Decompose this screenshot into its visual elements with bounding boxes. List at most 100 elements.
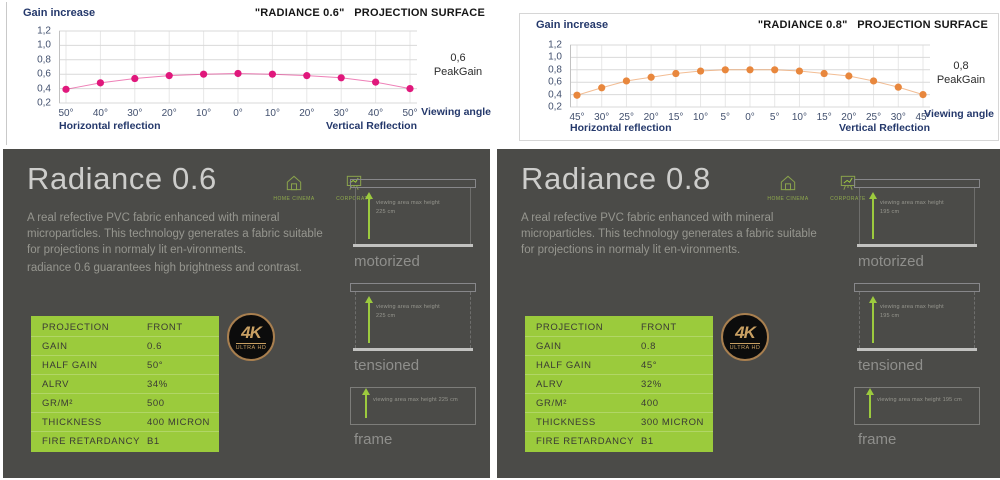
weight-bar [857,244,977,247]
spec-row: GR/M² 500 [31,393,219,412]
spec-value: 0.8 [641,341,657,352]
spec-key: ALRV [42,379,70,390]
screen-casing [350,179,476,188]
diagram-label: tensioned [858,357,924,374]
data-point [234,69,242,78]
screen-body: viewing area max height 195 cm [859,188,975,244]
spec-key: FIRE RETARDANCY [536,436,635,447]
4k-ultra-hd-badge: 4K ULTRA HD [721,313,769,361]
y-tick-label: 0,6 [548,76,562,88]
spec-value: 50° [147,360,164,371]
chart-title: "RADIANCE 0.8" PROJECTION SURFACE [757,19,988,31]
y-tick-label: 0,2 [37,97,51,109]
screen-casing [854,283,980,292]
max-height-note: viewing area max height 195 cm [880,304,944,319]
home-cinema-badge: HOME CINEMA [765,173,811,202]
horizontal-reflection-label: Horizontal reflection [59,120,161,132]
x-axis-title: Viewing angle [924,108,994,120]
4k-badge-text: 4K [241,322,262,342]
tensioned-diagram: viewing area max height 225 cm tensioned [350,283,476,374]
spec-row: PROJECTION FRONT [525,318,713,336]
vertical-reflection-label: Vertical Reflection [325,120,417,132]
spec-key: HALF GAIN [42,360,98,371]
spec-value: FRONT [147,322,183,333]
x-tick-label: 30° [594,112,610,123]
ultra-hd-badge-text: ULTRA HD [729,342,761,351]
spec-row: ALRV 34% [31,374,219,393]
vertical-reflection-label: Vertical Reflection [838,122,930,134]
product-description: A real refective PVC fabric enhanced wit… [27,212,323,256]
x-tick-label: 40° [92,108,108,119]
home-cinema-badge: HOME CINEMA [271,173,317,202]
spec-value: 500 [147,398,165,409]
peak-gain-annotation: 0,6 PeakGain [423,52,493,80]
diagram-label: motorized [858,253,924,270]
spec-key: HALF GAIN [536,360,592,371]
y-tick-label: 1,0 [548,51,562,63]
home-cinema-icon [286,175,302,191]
spec-key: GR/M² [536,398,567,409]
x-tick-label: 50° [402,108,418,119]
height-arrow-icon [869,296,877,343]
tensioned-diagram: viewing area max height 195 cm tensioned [854,283,980,374]
x-tick-label: 45° [569,112,585,123]
diagram-label: frame [354,431,393,448]
spec-value: 400 MICRON [147,417,211,428]
x-tick-label: 40° [368,108,384,119]
product-panel-radiance-08: Radiance 0.8 HOME CINEMA CORPORATE A rea… [497,149,1000,478]
x-tick-label: 25° [866,112,882,123]
spec-key: GR/M² [42,398,73,409]
motorized-diagram: viewing area max height 225 cm motorized [350,179,476,270]
screen-type-diagrams: viewing area max height 225 cm motorized… [350,179,476,461]
4k-ultra-hd-badge: 4K ULTRA HD [227,313,275,361]
x-tick-label: 50° [58,108,74,119]
gain-chart-radiance-06: Gain increase "RADIANCE 0.6" PROJECTION … [6,2,495,145]
spec-row: ALRV 32% [525,374,713,393]
data-point [696,67,705,75]
diagram-label: frame [858,431,897,448]
data-point [672,69,680,78]
spec-value: B1 [641,436,654,447]
x-section-labels: Horizontal reflection Vertical Reflectio… [59,120,417,132]
spec-row: GAIN 0.8 [525,336,713,355]
data-point [721,66,729,74]
product-description-2: radiance 0.6 guarantees high brightness … [27,262,302,274]
badge-label: HOME CINEMA [767,196,809,202]
x-axis-title: Viewing angle [421,106,491,118]
x-tick-label: 15° [816,112,832,123]
x-section-labels: Horizontal reflection Vertical Reflectio… [570,122,930,134]
diagram-label: motorized [354,253,420,270]
plot-svg [59,30,417,104]
max-height-note: viewing area max height 225 cm [376,200,440,215]
spec-table: PROJECTION FRONT GAIN 0.6 HALF GAIN 50° ALRV 34… [31,316,219,452]
max-height-note: viewing area max height 225 cm [376,304,440,319]
data-point [919,91,927,99]
spec-row: FIRE RETARDANCY B1 [525,431,713,450]
data-point [131,74,139,83]
spec-key: PROJECTION [536,322,604,333]
height-arrow-icon [866,388,874,418]
peak-gain-value: 0,6 [450,52,466,64]
data-point [303,72,311,80]
y-axis-title: Gain increase [23,7,96,19]
spec-row: FIRE RETARDANCY B1 [31,431,219,450]
spec-value: 400 [641,398,659,409]
spec-key: THICKNESS [536,417,596,428]
data-point [372,78,380,86]
x-tick-label: 25° [618,112,634,123]
frame-diagram: viewing area max height 195 cm frame [854,387,980,448]
spec-value: 32% [641,379,662,390]
x-tick-label: 30° [333,108,349,119]
home-cinema-icon [780,175,796,191]
screen-body: viewing area max height 225 cm [355,292,471,348]
spec-value: FRONT [641,322,677,333]
data-point [622,77,631,85]
data-point [573,91,581,99]
height-arrow-icon [362,388,370,418]
data-point [820,69,828,78]
weight-bar [353,244,473,247]
max-height-note: viewing area max height 225 cm [373,397,458,403]
x-tick-label: 20° [841,112,857,123]
badge-label: CORPORATE [830,196,866,202]
max-height-note: viewing area max height 195 cm [877,397,962,403]
